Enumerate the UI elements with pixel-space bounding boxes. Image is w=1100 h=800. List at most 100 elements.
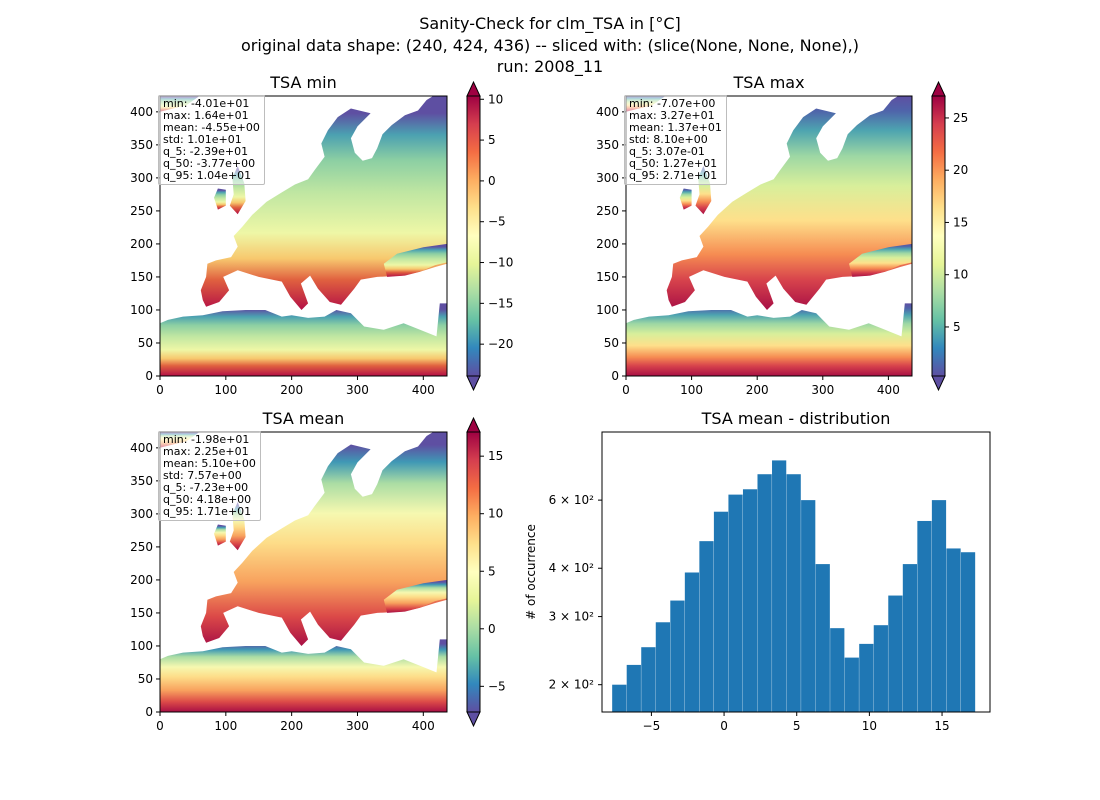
x-tick-label: 300	[346, 719, 369, 733]
stats-line: q_95: 1.04e+01	[163, 169, 252, 182]
colorbar-tick-label: 0	[488, 174, 496, 188]
colorbar-extend-max	[466, 80, 481, 97]
histogram-bar	[670, 600, 685, 712]
stats-line: min: -7.07e+00	[629, 97, 716, 110]
x-tick-label: 300	[346, 383, 369, 397]
y-tick-label: 400	[130, 105, 153, 119]
y-tick-label: 50	[604, 336, 619, 350]
histogram-bar	[946, 548, 961, 712]
y-tick-label: 250	[596, 204, 619, 218]
histogram-bar	[641, 647, 656, 712]
colorbar-tick-label: 10	[488, 507, 503, 521]
y-tick-label: 50	[138, 672, 153, 686]
axes-frame	[625, 95, 913, 377]
x-tick-label: 300	[811, 383, 834, 397]
x-tick-label: 100	[214, 383, 237, 397]
x-tick-label: 0	[156, 383, 164, 397]
histogram-bar	[786, 474, 801, 712]
y-tick-label: 100	[130, 303, 153, 317]
y-tick-label: 50	[138, 336, 153, 350]
panel-title: TSA mean - distribution	[701, 409, 891, 428]
histogram-bar	[655, 622, 670, 712]
x-tick-label: 200	[746, 383, 769, 397]
colorbar-tick-label: −10	[488, 256, 513, 270]
histogram-bar	[917, 520, 932, 712]
stats-line: q_5: -2.39e+01	[163, 145, 249, 158]
y-tick-label: 400	[130, 441, 153, 455]
land-region-6	[383, 243, 447, 277]
colorbar-extend-min	[931, 375, 946, 392]
colorbar	[467, 432, 480, 712]
colorbar-tick-label: −5	[488, 215, 506, 229]
stats-line: max: 2.25e+01	[163, 445, 249, 458]
y-tick-label: 400	[596, 105, 619, 119]
colorbar-extend-min	[466, 711, 481, 728]
land-region-4	[214, 188, 226, 210]
land-region-4	[214, 524, 226, 546]
y-tick-label: 200	[596, 237, 619, 251]
histogram-bar	[713, 511, 729, 712]
colorbar-tick-label: 15	[488, 449, 503, 463]
x-tick-label: 200	[280, 383, 303, 397]
colorbar-tick-label: 5	[953, 320, 961, 334]
y-tick-label: 0	[145, 705, 153, 719]
land-region-4	[679, 188, 692, 210]
colorbar-tick-label: 20	[953, 163, 968, 177]
stats-line: std: 1.01e+01	[163, 133, 242, 146]
stats-box: min: -1.98e+01 max: 2.25e+01 mean: 5.10e+0…	[158, 431, 261, 521]
histogram-bar	[728, 494, 743, 712]
land-region-1	[626, 303, 912, 376]
axes-frame	[159, 431, 448, 713]
histogram-bar	[757, 474, 772, 712]
land-region-1	[160, 303, 447, 376]
colorbar-tick-label: 0	[488, 622, 496, 636]
y-tick-label: 300	[596, 171, 619, 185]
y-tick-label: 250	[130, 540, 153, 554]
y-tick-label: 4 × 10²	[549, 561, 595, 575]
stats-line: std: 7.57e+00	[163, 469, 242, 482]
x-tick-label: 0	[720, 719, 728, 733]
stats-line: q_5: -7.23e+00	[163, 481, 249, 494]
stats-line: max: 3.27e+01	[629, 109, 715, 122]
colorbar-tick-label: 10	[953, 268, 968, 282]
colorbar-tick-label: −15	[488, 296, 513, 310]
y-tick-label: 350	[596, 138, 619, 152]
x-tick-label: 200	[280, 719, 303, 733]
x-tick-label: 0	[622, 383, 630, 397]
panel-title: TSA min	[269, 73, 336, 92]
y-tick-label: 150	[596, 270, 619, 284]
stats-line: q_50: -3.77e+00	[163, 157, 256, 170]
histogram-bar	[612, 684, 627, 712]
y-tick-label: 350	[130, 138, 153, 152]
histogram-bar	[830, 628, 845, 712]
y-tick-label: 300	[130, 171, 153, 185]
y-tick-label: 0	[145, 369, 153, 383]
y-tick-label: 350	[130, 474, 153, 488]
colorbar-frame	[931, 95, 946, 377]
x-tick-label: 15	[934, 719, 949, 733]
histogram-bar	[772, 460, 787, 712]
y-tick-label: 2 × 10²	[549, 678, 595, 692]
histogram-panel: −5 0 5 10 15 2 × 10² 3 × 10² 4 × 10² 6 × 10² TSA …	[524, 409, 991, 733]
stats-line: min: -4.01e+01	[163, 97, 250, 110]
panel-title: TSA mean	[262, 409, 345, 428]
land-region-6	[383, 579, 447, 613]
colorbar-extend-max	[931, 80, 946, 97]
histogram-bar	[742, 489, 758, 712]
y-tick-label: 150	[130, 270, 153, 284]
histogram-bar	[699, 541, 714, 712]
y-tick-label: 300	[130, 507, 153, 521]
colorbar-tick-label: 5	[488, 564, 496, 578]
colorbar-tick-label: 25	[953, 111, 968, 125]
y-tick-label: 100	[130, 639, 153, 653]
y-axis-label: # of occurrence	[524, 524, 538, 620]
colorbar-tick-label: −5	[488, 679, 506, 693]
x-tick-label: 100	[680, 383, 703, 397]
histogram-bar	[888, 595, 903, 712]
y-tick-label: 6 × 10²	[549, 493, 595, 507]
histogram-bar	[859, 643, 874, 712]
y-tick-label: 200	[130, 573, 153, 587]
x-tick-label: −5	[643, 719, 661, 733]
land-region-1	[160, 639, 447, 712]
land-region-2	[200, 96, 447, 310]
